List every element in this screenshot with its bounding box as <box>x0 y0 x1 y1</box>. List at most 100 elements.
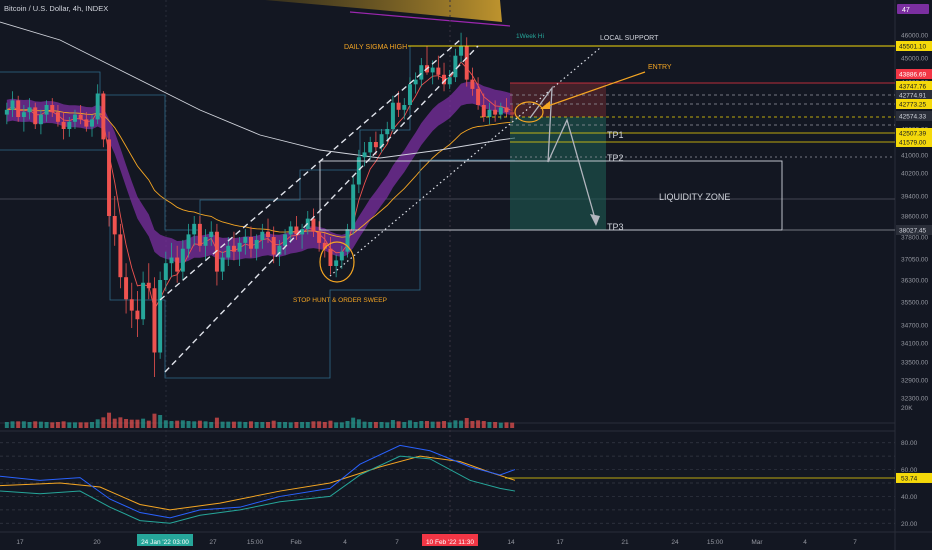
volume-bar <box>396 421 401 428</box>
candle-body <box>118 234 123 278</box>
price-label-box <box>896 69 932 79</box>
candle-body <box>385 129 390 135</box>
volume-bar <box>413 422 418 428</box>
channel-high-line <box>0 45 515 231</box>
candle-body <box>311 218 316 232</box>
time-tick-label: 10 Feb '22 11:30 <box>426 539 474 546</box>
candle-body <box>470 79 475 89</box>
price-tick-label: 35500.00 <box>901 300 928 307</box>
volume-bar <box>498 422 503 428</box>
volume-bar <box>464 418 469 428</box>
candle-body <box>413 79 418 85</box>
purple-trend-line <box>349 11 511 27</box>
candle-body <box>442 74 447 85</box>
candle-body <box>237 242 242 252</box>
volume-bar <box>237 421 242 428</box>
price-label: 43886.69 <box>899 72 926 79</box>
candle-body <box>78 114 83 120</box>
volume-bar <box>379 422 384 428</box>
oscillator-current-label: 53.74 <box>901 475 918 482</box>
candle-body <box>487 109 492 117</box>
candle-body <box>322 242 327 249</box>
take-profit-zone[interactable] <box>510 117 606 230</box>
tp2-label: TP2 <box>607 153 624 163</box>
volume-bar <box>430 421 435 428</box>
candle-body <box>33 107 38 125</box>
candle-body <box>294 226 299 235</box>
volume-bar <box>419 421 424 428</box>
candle-body <box>135 310 140 320</box>
volume-bar <box>129 419 134 428</box>
price-tick-label: 32900.00 <box>901 378 928 385</box>
price-label-box <box>896 111 932 121</box>
volume-bar <box>226 421 231 428</box>
badge[interactable] <box>897 4 929 14</box>
mid-ma-line <box>6 108 513 238</box>
price-tick-label: 45000.00 <box>901 56 928 63</box>
candle-body <box>16 100 21 117</box>
candle-body <box>453 55 458 78</box>
candle-body <box>356 157 361 185</box>
price-label: 45501.10 <box>899 44 926 51</box>
candle-body <box>362 152 367 158</box>
candle-body <box>203 237 208 246</box>
candle-body <box>220 257 225 272</box>
volume-bar <box>192 421 197 428</box>
week-hi-label: 1Week Hi <box>516 33 544 40</box>
volume-bar <box>220 421 225 428</box>
candle-body <box>67 121 72 129</box>
candlestick-series <box>4 32 515 377</box>
time-tick-label: 17 <box>556 539 564 546</box>
candle-body <box>476 88 481 105</box>
time-axis[interactable]: 17 20 24 Jan '22 03:00 27 15:00 Feb 4 7 10 Feb '… <box>16 534 857 546</box>
volume-bar <box>487 422 492 428</box>
volume-bar <box>90 422 94 428</box>
candle-body <box>271 237 276 255</box>
entry-arrowhead <box>540 101 550 109</box>
time-tick-label: Mar <box>751 539 763 546</box>
liquidity-zone-box[interactable] <box>319 160 783 231</box>
volume-bar <box>493 422 498 428</box>
candle-body <box>243 237 248 243</box>
volume-bar <box>180 420 185 428</box>
projected-path[interactable] <box>529 85 597 223</box>
volume-bar <box>351 417 356 428</box>
candle-body <box>50 105 55 113</box>
sigma-band <box>6 81 513 263</box>
candle-body <box>498 107 503 115</box>
time-tick-label: 24 <box>671 539 679 546</box>
candle-body <box>260 231 265 240</box>
candle-body <box>21 112 26 117</box>
volume-bar <box>38 421 43 428</box>
volume-bar <box>300 422 305 428</box>
time-tick-label: 15:00 <box>707 539 724 546</box>
volume-bar <box>67 422 72 428</box>
volume-bar <box>425 421 429 428</box>
candle-body <box>141 282 146 320</box>
volume-bar <box>334 422 339 428</box>
price-label: 41579.00 <box>899 140 926 147</box>
volume-bar <box>84 422 89 428</box>
volume-bar <box>305 422 310 428</box>
channel-upper-line[interactable] <box>159 39 461 301</box>
volume-bar <box>141 418 146 428</box>
candle-body <box>430 67 435 73</box>
volume-bar <box>231 421 236 428</box>
candle-body <box>90 119 94 127</box>
oscillator-tick-label: 80.00 <box>901 440 918 447</box>
price-tick-label: 46000.00 <box>901 33 928 40</box>
candle-body <box>231 245 236 252</box>
channel-middle-line[interactable] <box>164 45 479 373</box>
volume-bar <box>271 420 276 428</box>
time-tick-label: 14 <box>507 539 515 546</box>
stop-loss-zone[interactable] <box>510 83 606 117</box>
volume-bar <box>447 422 452 428</box>
local-support-line[interactable] <box>329 47 601 277</box>
candle-body <box>300 229 305 235</box>
volume-bar <box>390 420 395 428</box>
time-tick-label: 24 Jan '22 03:00 <box>141 539 189 546</box>
top-gradient-wedge <box>265 0 502 22</box>
indicator-layer <box>0 21 516 379</box>
oscillator-current-box <box>896 472 932 483</box>
